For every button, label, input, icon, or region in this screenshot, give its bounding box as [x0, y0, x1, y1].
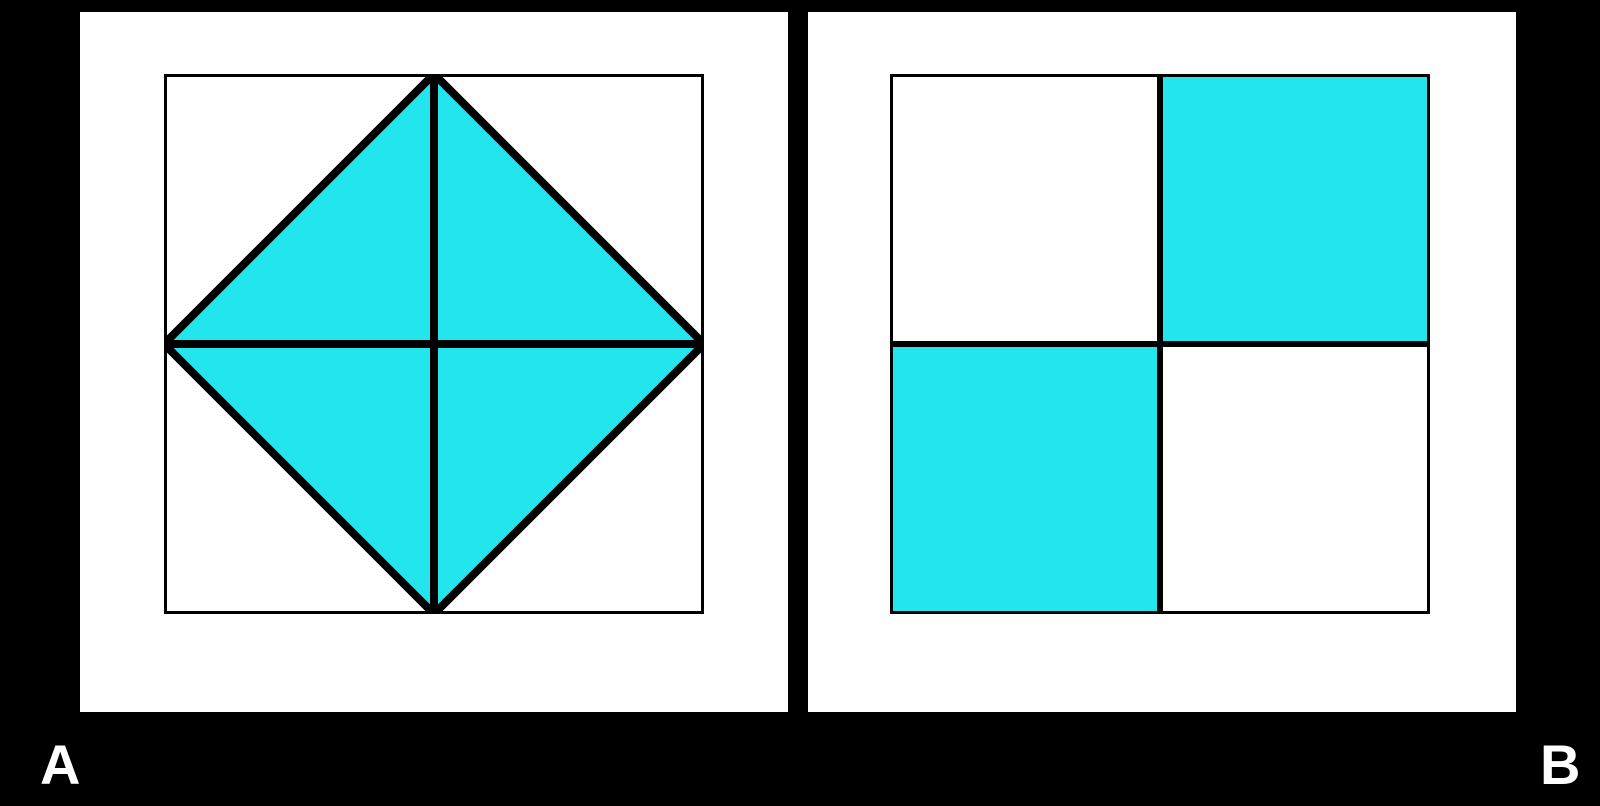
- panel-b: [808, 12, 1516, 712]
- label-b: B: [1540, 732, 1580, 797]
- panel-a: [80, 12, 788, 712]
- panel-b-notch: [1456, 712, 1516, 772]
- label-a: A: [40, 732, 80, 797]
- diagram-stage: A B: [0, 0, 1600, 806]
- figure-a-diamond: [164, 74, 704, 614]
- figure-b-grid: [890, 74, 1430, 614]
- panel-a-notch: [80, 712, 140, 772]
